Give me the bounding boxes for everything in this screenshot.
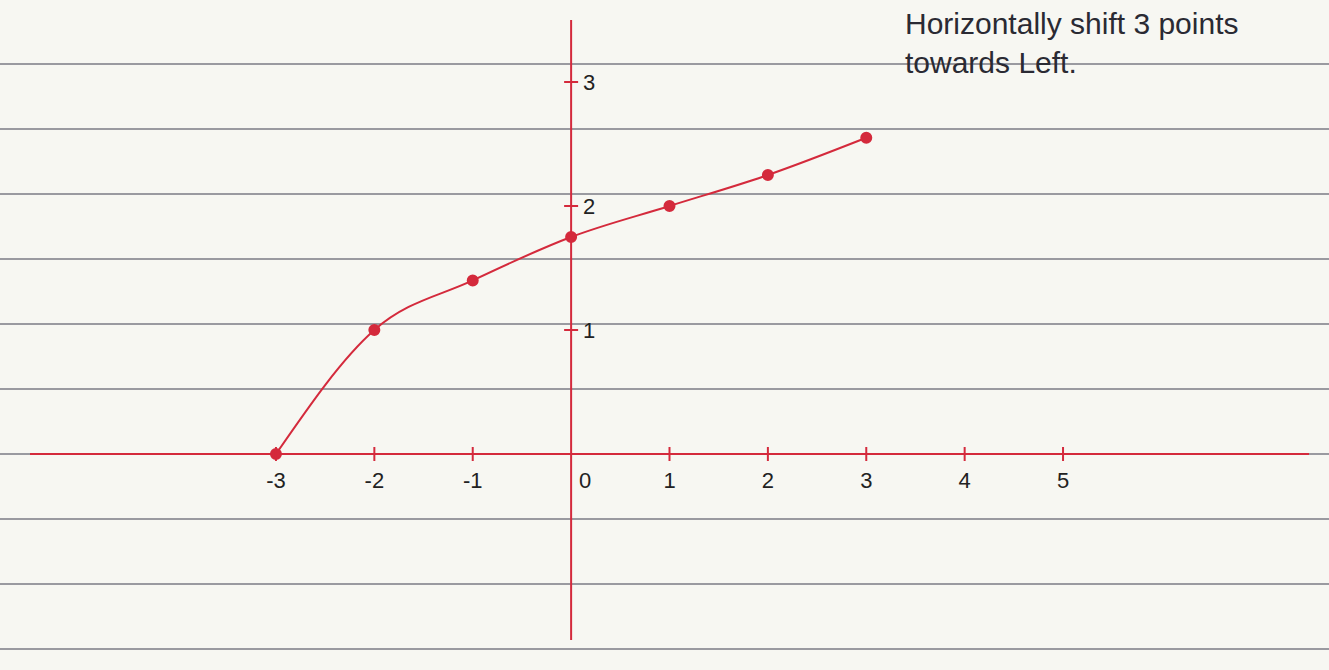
- svg-text:0: 0: [579, 468, 591, 493]
- svg-text:-2: -2: [365, 468, 385, 493]
- html-text:Horizontally shift 3 points to: Horizontally shift 3 points towards Left…: [905, 7, 1239, 79]
- svg-text:4: 4: [959, 468, 971, 493]
- svg-text:-1: -1: [463, 468, 483, 493]
- svg-text:1: 1: [583, 318, 595, 343]
- svg-text:5: 5: [1057, 468, 1069, 493]
- svg-text:-3: -3: [266, 468, 286, 493]
- svg-text:2: 2: [762, 468, 774, 493]
- svg-text:3: 3: [583, 70, 595, 95]
- svg-text:2: 2: [583, 194, 595, 219]
- svg-text:3: 3: [860, 468, 872, 493]
- svg-text:1: 1: [663, 468, 675, 493]
